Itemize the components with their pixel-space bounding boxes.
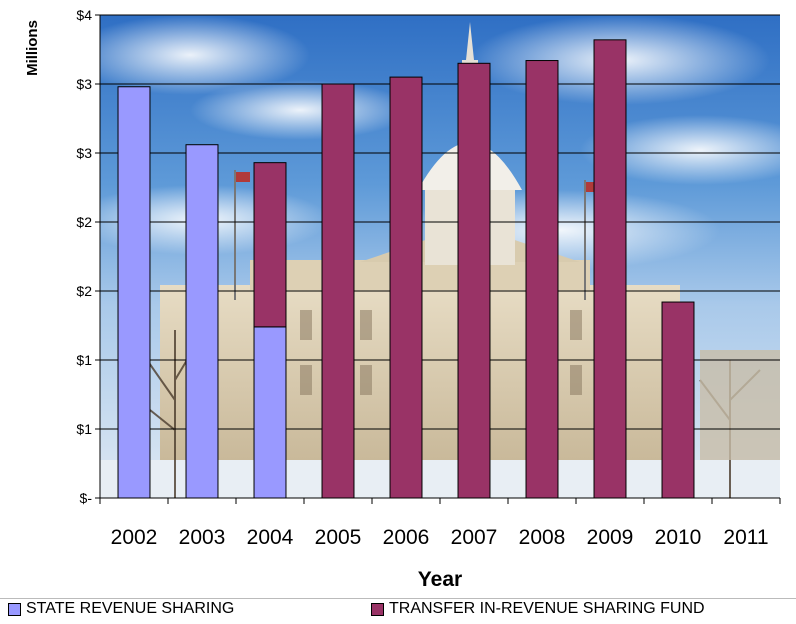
- x-tick-label: 2005: [315, 526, 362, 549]
- x-tick-label: 2002: [111, 526, 158, 549]
- bar-transfer-revenue-sharing-fund-2005: [321, 83, 355, 499]
- x-tick-label: 2010: [655, 526, 702, 549]
- tick-marks: [95, 14, 781, 504]
- x-tick-label: 2006: [383, 526, 430, 549]
- revenue-sharing-chart: $-$1$1$2$2$3$3$4 2002 2003 2004 2005 2006 200…: [24, 7, 781, 591]
- legend-label: TRANSFER IN-REVENUE SHARING FUND: [389, 600, 705, 617]
- x-tick-label: 2009: [587, 526, 634, 549]
- y-tick-label: $2: [76, 214, 92, 230]
- legend-label: STATE REVENUE SHARING: [26, 600, 235, 617]
- x-tick-labels: 2002 2003 2004 2005 2006 2007 2008 2009 2010 2011: [111, 526, 769, 549]
- bar-state-revenue-sharing-2002: [117, 86, 151, 499]
- y-tick-label: $1: [76, 421, 92, 437]
- x-tick-label: 2007: [451, 526, 498, 549]
- x-tick-label: 2008: [519, 526, 566, 549]
- y-tick-label: $3: [76, 76, 92, 92]
- y-tick-label: $4: [76, 7, 92, 23]
- legend-item-state-revenue-sharing: STATE REVENUE SHARING: [8, 600, 234, 618]
- bar-group: [117, 39, 695, 499]
- y-tick-label: $2: [76, 283, 92, 299]
- y-tick-label: $-: [80, 490, 93, 506]
- y-tick-labels: $- $1 $1 $2 $2 $3 $3 $4: [76, 7, 92, 506]
- legend: STATE REVENUE SHARING TRANSFER IN-REVENU…: [0, 598, 796, 624]
- bar-transfer-revenue-sharing-fund-2006: [389, 76, 423, 499]
- bar-transfer-revenue-sharing-fund-2009: [593, 39, 627, 499]
- legend-swatch-transfer-revenue-sharing-fund: [371, 602, 384, 616]
- legend-item-transfer-revenue-sharing-fund: TRANSFER IN-REVENUE SHARING FUND: [371, 600, 705, 618]
- bar-state-revenue-sharing-2003: [185, 144, 219, 499]
- bar-transfer-revenue-sharing-fund-2010: [661, 301, 695, 499]
- bar-transfer-revenue-sharing-fund-2008: [525, 60, 559, 499]
- y-tick-label: $1: [76, 352, 92, 368]
- x-tick-label: 2003: [179, 526, 226, 549]
- bar-transfer-revenue-sharing-fund-2007: [457, 62, 491, 499]
- x-tick-label: 2004: [247, 526, 294, 549]
- y-axis-title: Millions: [24, 20, 41, 76]
- x-tick-label: 2011: [723, 526, 768, 549]
- x-axis-title: Year: [418, 568, 462, 591]
- y-tick-label: $3: [76, 145, 92, 161]
- legend-swatch-state-revenue-sharing: [8, 602, 21, 616]
- bar-transfer-revenue-sharing-fund-2004: [253, 162, 287, 328]
- bar-state-revenue-sharing-2004: [253, 326, 287, 499]
